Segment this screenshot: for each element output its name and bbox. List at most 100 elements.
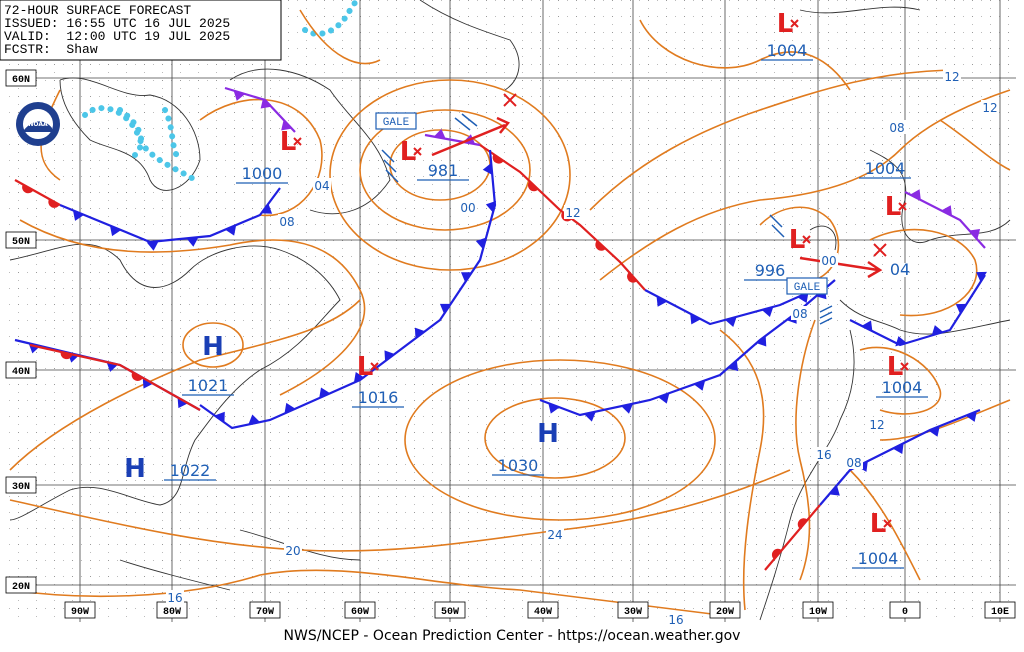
front-symbol [439,303,451,314]
front-symbol [976,271,987,282]
longitude-box [64,601,96,619]
front-symbol [797,292,809,304]
isobar-label-bg [891,263,909,277]
front-symbol [627,272,638,283]
isobar-label: 04 [314,179,329,193]
front-symbol [584,411,596,422]
front-symbol [22,184,34,194]
isobar-label: 24 [547,528,562,542]
low-cross [900,362,909,371]
front-line [819,408,981,506]
isobar-label-bg [459,200,477,214]
front-symbol [797,518,808,529]
pressure-value: 1021 [188,376,229,395]
pressure-value: 1004 [767,41,808,60]
isobar-label-bg [815,447,833,461]
pressure-value: 996 [755,261,786,280]
longitude-label: 60W [351,607,369,618]
front-symbol [965,411,977,422]
isobar-label: 20 [285,544,300,558]
isobar-label: 00 [821,254,836,268]
isobar-label: 08 [279,215,294,229]
latitude-label: 50N [12,237,30,248]
front-symbol [225,225,237,236]
pressure-symbol: L [400,137,417,167]
pressure-symbol: L [789,225,806,255]
front-symbol [931,325,944,336]
pressure-value: 1004 [865,159,906,178]
front-symbol [928,426,940,437]
front-symbol [233,90,246,101]
isobar-label-bg [981,100,999,114]
low-cross [370,362,379,371]
isobar-label: 00 [460,201,475,215]
isobar-label: 12 [869,418,884,432]
front-symbol [829,485,840,496]
front-symbol [771,548,782,560]
longitude-box [889,601,921,619]
front-symbol [433,128,446,139]
longitude-box [249,601,281,619]
latitude-box [5,69,37,87]
dot-grid [8,0,1016,622]
isobar-label: 16 [167,591,182,605]
front-symbol [214,411,225,423]
pressure-value: 981 [428,161,459,180]
longitude-box [617,601,649,619]
isobar-label: 16 [816,448,831,462]
low-cross [802,235,811,244]
low-cross [293,137,302,146]
front-symbol [485,200,497,213]
front-symbol [492,154,504,164]
latitude-label: 60N [12,75,30,86]
front-symbol [955,303,967,315]
front-symbol [260,97,272,109]
longitude-label: 10E [991,607,1009,618]
front-symbol [861,320,873,332]
warning-box [375,112,417,130]
front-line [849,274,986,347]
latitude-box [5,231,37,249]
longitude-box [709,601,741,619]
pressure-value: 1004 [858,549,899,568]
longitude-label: 50W [441,607,459,618]
isobar-label-bg [278,214,296,228]
pressure-symbol: L [280,127,297,157]
pressure-value: 1016 [358,388,399,407]
front-symbol [48,198,60,208]
header-issued: ISSUED: 16:55 UTC 16 JUL 2025 [4,16,230,31]
latitude-box [5,576,37,594]
labels: 60N 50N 40N 30N 20N 90W 80W 70W 60W 50W 40W 30W 20W 1… [5,9,1016,627]
front-symbol [761,306,774,318]
isobar-label: 12 [982,101,997,115]
isobar-label-bg [888,120,906,134]
front-symbol [284,402,296,414]
pressure-symbol: L [357,352,374,382]
front-symbol [475,237,487,250]
header-forecaster: FCSTR: Shaw [4,42,98,57]
isobar-label-bg [166,590,184,604]
wind-arrows [381,93,887,325]
warning-box [786,277,828,295]
isobar-label-bg [820,253,838,267]
pressure-symbol: L [887,352,904,382]
warning-label: GALE [383,117,410,129]
isobar-label-bg [791,306,809,320]
front-symbol [595,240,606,251]
front-symbol [186,237,199,247]
pressure-symbol: H [537,419,559,449]
front-symbol [384,350,395,362]
front-symbol [548,403,560,414]
front-symbol [109,225,122,237]
front-symbol [60,351,73,360]
isobar-label: 16 [668,613,683,627]
pressure-symbol: L [777,9,794,39]
latitude-label: 20N [12,582,30,593]
isobar-label: 04 [890,260,910,279]
front-symbol [281,119,292,131]
front-symbol [146,241,159,251]
longitude-box [527,601,559,619]
front-line [644,283,826,326]
longitude-label: 80W [163,607,181,618]
